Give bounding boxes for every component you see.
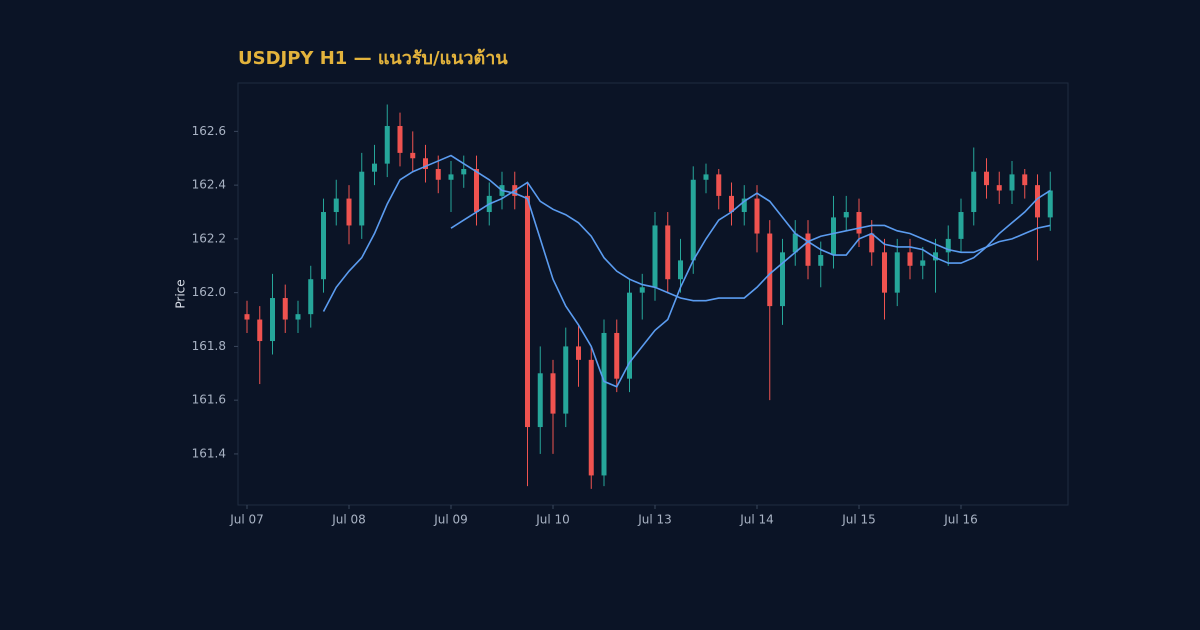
- x-tick-label: Jul 10: [535, 513, 570, 527]
- candle-body: [282, 298, 288, 320]
- candle-body: [652, 225, 658, 288]
- candle-body: [461, 169, 467, 175]
- x-tick-label: Jul 08: [331, 513, 366, 527]
- y-tick-label: 161.6: [192, 393, 226, 407]
- candle-body: [614, 332, 620, 379]
- candle-body: [907, 252, 913, 266]
- moving-average-line: [450, 181, 1051, 302]
- x-tick-label: Jul 14: [739, 513, 774, 527]
- candle-body: [818, 255, 824, 266]
- candle-body: [984, 171, 989, 186]
- candle-body: [703, 174, 709, 180]
- candle-body: [665, 225, 671, 280]
- candle-body: [894, 252, 900, 293]
- candle-body: [448, 174, 454, 180]
- candle-body: [856, 212, 862, 234]
- candle-body: [741, 198, 747, 213]
- candle-body: [333, 198, 339, 213]
- candle-body: [869, 233, 875, 253]
- candle-body: [346, 198, 352, 226]
- y-tick-label: 161.4: [192, 446, 226, 460]
- candle-body: [958, 212, 964, 239]
- candle-body: [372, 163, 377, 172]
- candle-body: [601, 332, 607, 476]
- y-tick-label: 161.8: [192, 339, 226, 353]
- candle-body: [767, 233, 773, 307]
- candle-body: [1009, 174, 1015, 191]
- chart-title: USDJPY H1 — แนวรับ/แนวต้าน: [238, 48, 508, 69]
- candle-body: [423, 158, 428, 170]
- candle-body: [805, 233, 811, 266]
- candle-body: [716, 174, 722, 196]
- candle-body: [257, 319, 263, 342]
- candle-body: [308, 279, 314, 315]
- candle-body: [729, 195, 734, 213]
- candle-body: [270, 298, 275, 342]
- candle-body: [639, 287, 645, 293]
- candle-body: [882, 252, 887, 293]
- moving-average-line: [322, 154, 1051, 388]
- candle-body: [1035, 185, 1040, 218]
- y-tick-label: 162.2: [192, 231, 226, 245]
- y-tick-label: 162.6: [192, 124, 226, 138]
- candle-body: [792, 233, 798, 253]
- candle-body: [627, 292, 632, 379]
- candle-body: [321, 212, 326, 280]
- candle-body: [295, 314, 301, 320]
- candle-body: [996, 185, 1002, 191]
- x-tick-label: Jul 13: [637, 513, 672, 527]
- candle-body: [920, 260, 926, 266]
- y-tick-label: 162.4: [192, 178, 226, 192]
- candle-body: [780, 252, 785, 307]
- candle-body: [576, 346, 581, 360]
- x-tick-label: Jul 09: [433, 513, 468, 527]
- y-axis-label: Price: [174, 279, 188, 308]
- candle-body: [550, 373, 556, 414]
- plot-area: [237, 82, 1069, 506]
- candle-body: [537, 373, 543, 428]
- candle-body: [410, 152, 416, 159]
- candle-body: [244, 314, 250, 320]
- candle-body: [588, 359, 594, 476]
- candle-body: [525, 195, 530, 428]
- candle-body: [843, 212, 849, 218]
- candle-body: [397, 126, 403, 153]
- candle-body: [831, 217, 836, 256]
- x-tick-label: Jul 07: [229, 513, 264, 527]
- candle-body: [435, 169, 441, 180]
- candle-body: [384, 126, 390, 164]
- x-tick-label: Jul 15: [841, 513, 876, 527]
- candle-body: [1047, 190, 1053, 218]
- candle-body: [971, 171, 977, 213]
- candle-body: [690, 179, 696, 261]
- candle-body: [359, 171, 365, 226]
- candle-body: [563, 346, 569, 414]
- candle-body: [754, 198, 760, 234]
- candle-body: [474, 169, 479, 213]
- y-tick-label: 162.0: [192, 285, 226, 299]
- candle-body: [933, 252, 938, 261]
- candle-body: [678, 260, 683, 280]
- x-tick-label: Jul 16: [943, 513, 978, 527]
- candle-body: [945, 238, 951, 253]
- candle-body: [1022, 174, 1028, 186]
